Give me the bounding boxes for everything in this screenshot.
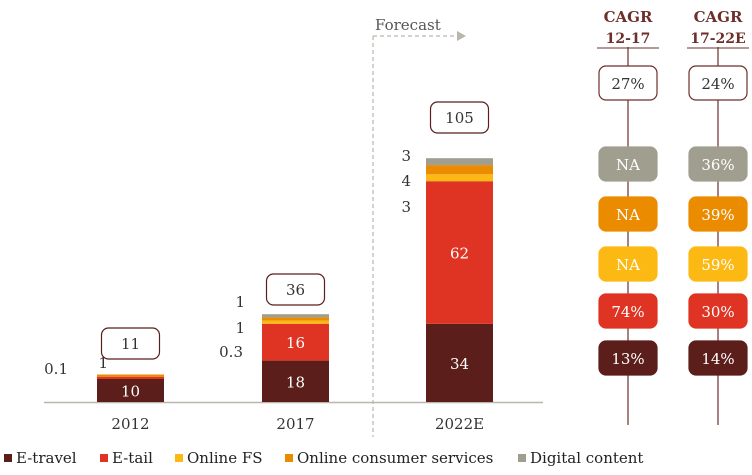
legend-label-e-tail: E-tail [112, 449, 153, 467]
cagr-header-title-0: CAGR [604, 8, 653, 26]
bar-2017-online-consumer-services [262, 317, 329, 321]
data-label-2017-online-consumer-services: 1 [235, 319, 245, 337]
bar-2022e-e-tail [426, 181, 493, 324]
cagr-value-0-total: 27% [611, 75, 644, 93]
total-box-2022e [429, 101, 490, 134]
legend-swatch-e-tail [100, 454, 108, 462]
bar-2012-online-consumer-services [97, 374, 164, 377]
bar-2022e-digital-content [426, 158, 493, 166]
cagr-value-1-total: 24% [701, 75, 734, 93]
cagr-box-0-digital-content [598, 146, 658, 182]
legend-swatch-e-travel [4, 454, 12, 462]
legend-swatch-digital-content [518, 454, 526, 462]
legend-item-e-tail: E-tail [100, 449, 153, 467]
forecast-arrow-head [457, 31, 466, 41]
legend-item-online-consumer-services: Online consumer services [285, 449, 493, 467]
legend-label-e-travel: E-travel [16, 449, 77, 467]
data-label-2022e-online-fs: 3 [401, 198, 411, 216]
bar-2017-e-tail [262, 323, 329, 361]
legend-item-online-fs: Online FS [175, 449, 263, 467]
cagr-header-title-1: CAGR [694, 8, 743, 26]
total-label-2017: 36 [286, 281, 305, 299]
cagr-box-1-online-consumer-services [688, 196, 748, 232]
bar-2017-online-fs [262, 320, 329, 324]
legend-label-online-fs: Online FS [187, 449, 263, 467]
legend-item-e-travel: E-travel [4, 449, 77, 467]
total-label-2022e: 105 [445, 109, 474, 127]
cagr-header-period-0: 12-17 [606, 31, 651, 47]
data-label-2012-e-travel: 10 [121, 383, 140, 401]
data-label-2017-digital-content: 1 [235, 293, 245, 311]
legend-label-digital-content: Digital content [530, 449, 644, 467]
cagr-box-1-e-travel [688, 340, 748, 376]
bar-2017-e-travel [262, 360, 329, 402]
data-label-2017-e-travel: 18 [286, 373, 305, 391]
total-box-2017 [265, 273, 326, 306]
cagr-value-1-digital-content: 36% [701, 156, 734, 174]
data-label-2022e-online-consumer-services: 4 [401, 172, 411, 190]
bar-2017-digital-content [262, 314, 329, 318]
legend-swatch-online-fs [175, 454, 183, 462]
bar-2012-e-tail [97, 376, 164, 379]
category-label-2012: 2012 [111, 415, 149, 433]
legend-swatch-online-consumer-services [285, 454, 293, 462]
cagr-box-0-e-travel [598, 340, 658, 376]
cagr-value-1-online-consumer-services: 39% [701, 206, 734, 224]
cagr-box-0-online-consumer-services [598, 196, 658, 232]
category-label-2017: 2017 [276, 415, 314, 433]
bar-2022e-online-consumer-services [426, 165, 493, 175]
bar-2022e-e-travel [426, 323, 493, 402]
bar-2022e-online-fs [426, 174, 493, 182]
cagr-box-1-total [688, 65, 748, 101]
total-label-2012: 11 [121, 335, 140, 353]
legend-item-digital-content: Digital content [518, 449, 643, 467]
cagr-value-1-e-travel: 14% [701, 350, 734, 368]
data-label-2022e-e-tail: 62 [450, 245, 469, 263]
data-label-2017-e-tail: 16 [286, 334, 305, 352]
cagr-value-0-e-travel: 13% [611, 350, 644, 368]
cagr-header-period-1: 17-22E [690, 31, 745, 47]
cagr-value-1-online-fs: 59% [701, 256, 734, 274]
cagr-box-0-e-tail [598, 293, 658, 329]
chart-legend: E-travel E-tail Online FS Online consume… [4, 449, 752, 471]
cagr-value-1-e-tail: 30% [701, 303, 734, 321]
cagr-value-0-online-fs: NA [616, 256, 640, 274]
cagr-box-1-online-fs [688, 246, 748, 282]
cagr-box-0-total [598, 65, 658, 101]
stacked-bar-chart: Forecast20121010.111201718160.311362022E… [44, 8, 749, 437]
cagr-value-0-online-consumer-services: NA [616, 206, 640, 224]
bar-2012-e-travel [97, 379, 164, 402]
cagr-value-0-digital-content: NA [616, 156, 640, 174]
data-label-2012-e-tail: 1 [98, 354, 108, 372]
category-label-2022e: 2022E [435, 415, 484, 433]
data-label-2012-online-consumer-services: 0.1 [44, 360, 68, 378]
cagr-box-0-online-fs [598, 246, 658, 282]
legend-label-online-consumer-services: Online consumer services [297, 449, 494, 467]
total-box-2012 [100, 327, 161, 360]
data-label-2017-online-fs: 0.3 [219, 343, 243, 361]
data-label-2022e-digital-content: 3 [401, 147, 411, 165]
data-label-2022e-e-travel: 34 [450, 355, 469, 373]
cagr-box-1-digital-content [688, 146, 748, 182]
cagr-box-1-e-tail [688, 293, 748, 329]
cagr-value-0-e-tail: 74% [611, 303, 644, 321]
forecast-label: Forecast [375, 16, 441, 34]
